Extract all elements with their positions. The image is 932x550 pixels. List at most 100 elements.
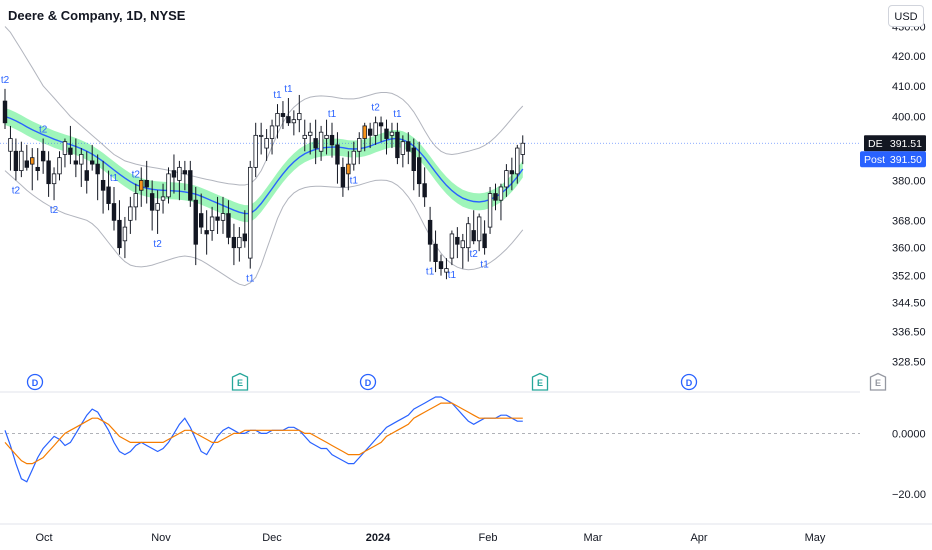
candle-body [433, 243, 438, 262]
candle-body [193, 199, 198, 245]
candle [422, 167, 427, 207]
time-axis-label: Mar [584, 532, 603, 544]
candle [400, 135, 406, 168]
candle-body [346, 163, 351, 175]
candle-body [340, 166, 346, 188]
candle [30, 148, 35, 191]
candle [62, 138, 68, 168]
time-axis-label: 2024 [366, 532, 391, 544]
earnings-marker[interactable]: E [869, 372, 887, 391]
candle-body [35, 166, 40, 172]
candle [182, 160, 188, 191]
candle-body [24, 160, 29, 168]
candle-body [166, 173, 171, 198]
time-axis-label: Oct [35, 532, 52, 544]
dividend-marker[interactable]: D [680, 373, 698, 391]
candle [482, 220, 487, 255]
candle-body [482, 233, 487, 249]
last-price-symbol: DE [868, 138, 883, 150]
post-market-value: 391.50 [890, 154, 922, 166]
candle-body [509, 170, 515, 175]
candle [509, 157, 515, 191]
candle-body [302, 134, 307, 139]
candle-body [449, 233, 455, 259]
candle-body [188, 170, 193, 201]
oscillator-slow-line [4, 402, 523, 465]
candle-body [362, 125, 367, 139]
price-axis-label: 380.00 [892, 175, 926, 187]
candle-body [160, 196, 166, 201]
candle [155, 190, 160, 234]
signal-label: t1 [273, 90, 282, 101]
candle [215, 196, 220, 234]
candle-body [313, 138, 318, 149]
candle [204, 210, 209, 255]
candle-body [367, 128, 373, 136]
signal-band [5, 108, 523, 223]
candle [460, 233, 465, 269]
earnings-marker[interactable]: E [231, 372, 249, 391]
candle-body [128, 206, 133, 221]
candle [498, 183, 504, 221]
candle [46, 151, 51, 197]
candle [220, 196, 226, 234]
candle-body [209, 216, 215, 231]
earnings-icon [531, 372, 549, 391]
candle [57, 151, 62, 181]
event-marker-label: E [237, 378, 243, 388]
candle [324, 119, 329, 155]
candle [438, 254, 444, 276]
currency-button[interactable]: USD [888, 5, 924, 27]
candle-body [248, 166, 253, 259]
candle [351, 141, 356, 171]
dividend-marker[interactable]: D [26, 373, 44, 391]
candle-body [297, 113, 302, 121]
candle [433, 230, 438, 273]
candle-body [133, 193, 138, 208]
candle [149, 180, 155, 231]
dividend-icon [680, 373, 698, 391]
candle-body [351, 150, 356, 165]
candle-body [226, 213, 231, 238]
candle-body [487, 193, 493, 228]
candle [493, 183, 498, 211]
last-price-badge-bg [864, 135, 926, 152]
earnings-icon [231, 372, 249, 391]
candle-body [51, 173, 57, 185]
candle [19, 141, 24, 178]
candle [280, 101, 286, 130]
candle [84, 151, 89, 194]
candle [90, 144, 95, 171]
candle [226, 200, 231, 245]
event-marker-label: D [32, 378, 39, 388]
candle [144, 160, 149, 204]
candle [248, 160, 253, 269]
earnings-marker[interactable]: E [531, 372, 549, 391]
candle [111, 186, 117, 231]
candle [139, 167, 144, 207]
chart-title: Deere & Company, 1D, NYSE [8, 8, 186, 23]
candle-body [19, 150, 24, 172]
candle-body [515, 147, 520, 175]
post-market-label: Post [864, 154, 885, 166]
candle [122, 216, 128, 259]
candle [35, 148, 40, 181]
dividend-marker[interactable]: D [359, 373, 377, 391]
candle-body [422, 183, 427, 198]
candle-body [455, 236, 460, 245]
candle [68, 125, 73, 165]
candle-body [242, 233, 247, 242]
candle [117, 200, 122, 255]
signal-label: t1 [426, 267, 435, 278]
candle-body [90, 160, 95, 165]
candle [340, 157, 346, 197]
candle [318, 125, 324, 161]
candle-body [30, 157, 35, 165]
candle-body [400, 141, 406, 155]
candle-body [149, 193, 155, 211]
candle [237, 227, 242, 262]
candle [329, 122, 335, 158]
candle [73, 138, 79, 178]
signal-label: t2 [371, 103, 380, 114]
candle [171, 154, 177, 194]
